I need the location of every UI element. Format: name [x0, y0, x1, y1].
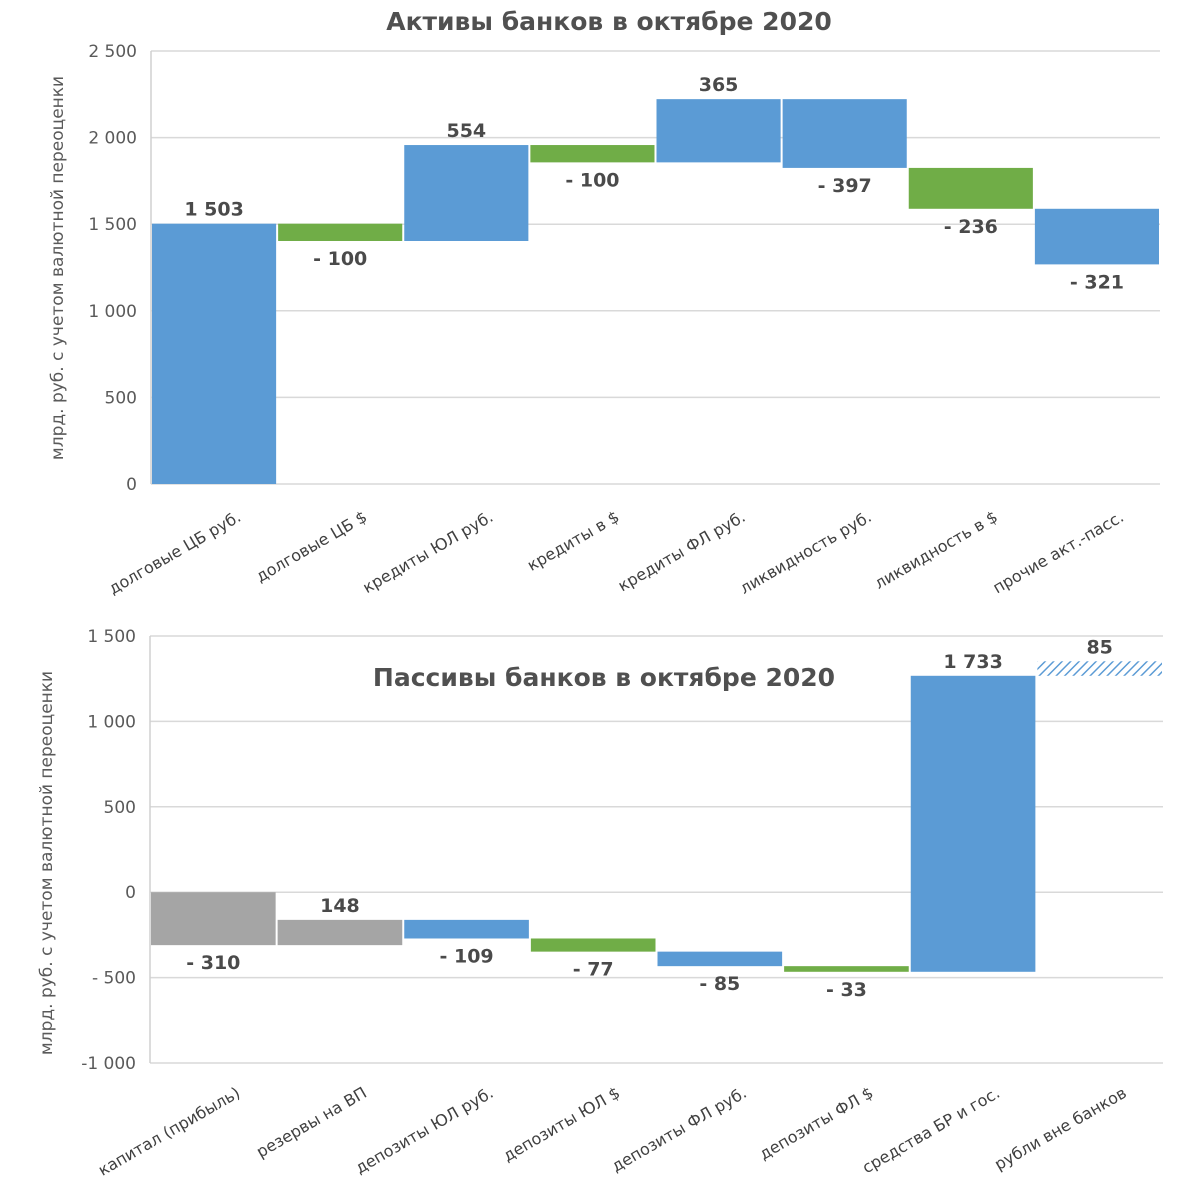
liabilities-category-label: капитал (прибыль): [95, 1083, 243, 1180]
assets-data-label: - 100: [313, 248, 367, 270]
assets-category-label: долговые ЦБ $: [252, 507, 370, 586]
assets-bar: [404, 145, 529, 242]
liabilities-bar: [530, 938, 656, 952]
assets-bar: [530, 145, 655, 163]
liabilities-bar: [404, 919, 529, 939]
assets-data-label: 554: [446, 120, 486, 142]
assets-bar: [656, 99, 781, 163]
assets-category-label: кредиты ЮЛ руб.: [359, 507, 496, 597]
liabilities-y-tick-label: 500: [104, 798, 136, 818]
liabilities-category-label: резервы на ВП: [253, 1083, 370, 1161]
assets-bar: [1034, 208, 1159, 265]
assets-y-tick-label: 500: [105, 388, 137, 408]
assets-category-label: кредиты ФЛ руб.: [615, 507, 749, 595]
liabilities-data-label: - 310: [186, 952, 240, 974]
liabilities-bar: [910, 675, 1036, 972]
liabilities-chart-title: Пассивы банков в октябре 2020: [373, 663, 835, 692]
assets-data-label: 365: [699, 74, 739, 96]
liabilities-category-label: рубли вне банков: [991, 1083, 1130, 1174]
liabilities-category-label: депозиты ЮЛ руб.: [352, 1083, 497, 1177]
liabilities-category-label: средства БР и гос.: [859, 1083, 1003, 1177]
liabilities-bar: [277, 919, 403, 946]
liabilities-category-label: депозиты ФЛ руб.: [608, 1083, 750, 1176]
assets-category-label: ликвидность руб.: [736, 507, 874, 598]
assets-chart: Активы банков в октябре 2020 млрд. руб. …: [48, 7, 1160, 598]
liabilities-bar: [657, 951, 783, 967]
assets-bar: [782, 99, 907, 168]
liabilities-bar: [784, 966, 909, 972]
liabilities-data-label: - 85: [699, 973, 740, 995]
liabilities-y-tick-label: - 500: [92, 969, 136, 989]
assets-category-label: прочие акт.-пасс.: [989, 507, 1126, 597]
assets-y-tick-label: 1 500: [88, 215, 137, 235]
liabilities-category-label: депозиты ЮЛ $: [500, 1083, 624, 1165]
assets-data-label: - 100: [565, 169, 619, 191]
liabilities-y-tick-label: -1 000: [81, 1054, 136, 1074]
assets-y-tick-label: 2 500: [88, 42, 137, 62]
liabilities-data-label: 148: [320, 895, 360, 917]
assets-data-label: - 397: [818, 175, 872, 197]
assets-y-tick-label: 0: [126, 475, 137, 495]
assets-data-label: 1 503: [184, 199, 244, 221]
assets-y-axis-label: млрд. руб. с учетом валютной переоценки: [48, 76, 68, 460]
assets-category-label: кредиты в $: [524, 507, 623, 575]
assets-chart-title: Активы банков в октябре 2020: [386, 7, 832, 36]
liabilities-y-tick-label: 1 000: [87, 712, 136, 732]
liabilities-bar: [151, 892, 276, 946]
liabilities-y-tick-label: 0: [125, 883, 136, 903]
liabilities-y-tick-label: 1 500: [87, 627, 136, 647]
liabilities-chart: Пассивы банков в октябре 2020 млрд. руб.…: [37, 627, 1163, 1180]
assets-bar: [908, 167, 1033, 209]
liabilities-bar: [1037, 661, 1162, 676]
liabilities-data-label: - 77: [573, 959, 614, 981]
assets-bar: [152, 223, 277, 484]
liabilities-data-label: 1 733: [943, 651, 1003, 673]
assets-bar: [278, 223, 403, 242]
assets-data-label: - 236: [944, 216, 998, 238]
assets-category-label: долговые ЦБ руб.: [105, 507, 244, 598]
liabilities-data-label: - 33: [826, 979, 867, 1001]
liabilities-data-label: 85: [1086, 636, 1112, 658]
assets-y-tick-label: 2 000: [88, 129, 137, 149]
liabilities-category-label: депозиты ФЛ $: [756, 1083, 877, 1164]
liabilities-data-label: - 109: [439, 945, 493, 967]
liabilities-y-axis-label: млрд. руб. с учетом валютной переоценки: [37, 671, 57, 1055]
assets-data-label: - 321: [1070, 271, 1124, 293]
assets-category-label: ликвидность в $: [871, 507, 1001, 593]
assets-y-tick-label: 1 000: [88, 302, 137, 322]
